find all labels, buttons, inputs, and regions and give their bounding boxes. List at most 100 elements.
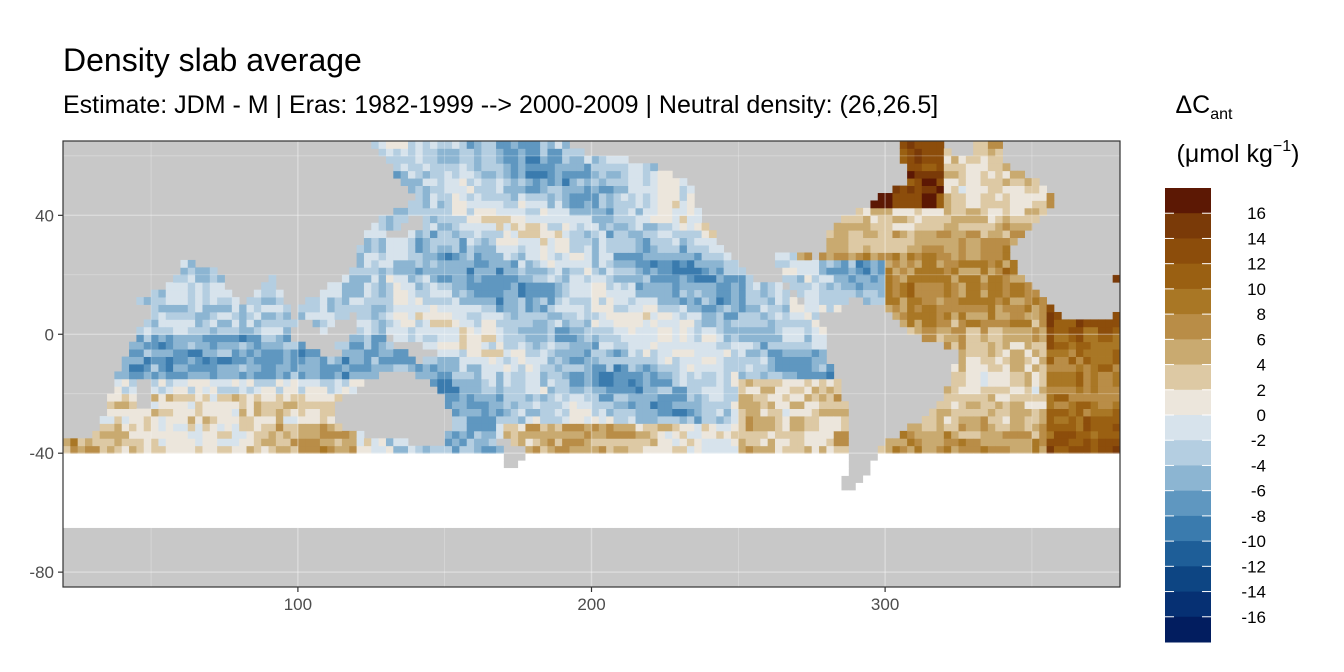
ocean-cell [554, 311, 563, 320]
ocean-cell [312, 475, 321, 484]
ocean-cell [1024, 393, 1033, 402]
ocean-cell [562, 141, 570, 149]
ocean-cell [407, 497, 416, 506]
ocean-cell [708, 282, 717, 291]
ocean-cell [672, 512, 680, 521]
ocean-cell [760, 364, 769, 372]
ocean-cell [261, 282, 269, 291]
ocean-cell [562, 185, 570, 194]
ocean-cell [775, 364, 783, 372]
ocean-cell [767, 386, 776, 395]
ocean-cell [422, 230, 431, 239]
ocean-cell [833, 490, 842, 499]
ocean-cell [929, 497, 937, 506]
ocean-cell [679, 178, 688, 186]
ocean-cell [1031, 505, 1040, 514]
ocean-cell [525, 222, 534, 231]
ocean-cell [312, 497, 321, 506]
ocean-cell [540, 237, 548, 246]
ocean-cell [430, 311, 438, 320]
ocean-cell [855, 512, 864, 521]
ocean-cell [936, 326, 945, 335]
ocean-cell [356, 319, 365, 328]
ocean-cell [606, 453, 614, 462]
ocean-cell [987, 430, 996, 439]
ocean-cell [180, 371, 189, 380]
ocean-cell [290, 445, 299, 454]
ocean-cell [591, 245, 600, 253]
ocean-cell [591, 408, 600, 417]
ocean-cell [430, 319, 438, 328]
ocean-cell [547, 297, 556, 305]
ocean-cell [657, 289, 666, 298]
ocean-cell [694, 497, 702, 506]
ocean-cell [1009, 349, 1018, 357]
ocean-cell [268, 505, 277, 514]
ocean-cell [151, 364, 159, 372]
ocean-cell [965, 520, 974, 528]
ocean-cell [452, 371, 460, 380]
ocean-cell [474, 438, 482, 447]
ocean-cell [804, 341, 813, 350]
ocean-cell [929, 505, 937, 514]
ocean-cell [929, 185, 937, 194]
ocean-cell [885, 438, 893, 447]
ocean-cell [518, 349, 526, 357]
ocean-cell [892, 215, 901, 224]
ocean-cell [745, 378, 754, 387]
ocean-cell [870, 252, 879, 261]
ocean-cell [496, 520, 504, 528]
ocean-cell [686, 311, 695, 320]
ocean-cell [1002, 401, 1011, 409]
ocean-cell [503, 230, 512, 239]
ocean-cell [481, 215, 490, 224]
ocean-cell [576, 267, 585, 276]
ocean-cell [892, 460, 901, 469]
ocean-cell [518, 185, 526, 194]
ocean-cell [459, 512, 468, 521]
ocean-cell [1031, 326, 1040, 335]
ocean-cell [532, 274, 541, 283]
ocean-cell [180, 401, 189, 409]
ocean-cell [283, 490, 291, 499]
ocean-cell [679, 259, 688, 268]
ocean-cell [496, 334, 504, 343]
ocean-cell [863, 259, 871, 268]
ocean-cell [202, 386, 211, 395]
ocean-cell [628, 200, 636, 209]
ocean-cell [921, 304, 930, 313]
ocean-cell [459, 215, 468, 224]
ocean-cell [158, 512, 167, 521]
ocean-cell [921, 155, 930, 164]
ocean-cell [598, 200, 607, 209]
ocean-cell [356, 304, 365, 313]
ocean-cell [686, 207, 695, 216]
ocean-cell [532, 215, 541, 224]
ocean-cell [863, 475, 871, 484]
ocean-cell [613, 438, 622, 447]
ocean-cell [1002, 193, 1011, 201]
ocean-cell [936, 334, 945, 343]
ocean-cell [650, 289, 658, 298]
ocean-cell [576, 482, 585, 491]
ocean-cell [415, 207, 424, 216]
ocean-cell [452, 453, 460, 462]
ocean-cell [195, 505, 203, 514]
ocean-cell [943, 259, 952, 268]
ocean-cell [870, 460, 879, 469]
ocean-cell [261, 334, 269, 343]
ocean-cell [334, 512, 343, 521]
ocean-cell [899, 200, 908, 209]
ocean-cell [224, 468, 233, 476]
ocean-cell [158, 423, 167, 432]
ocean-cell [407, 163, 416, 172]
ocean-cell [752, 423, 761, 432]
ocean-cell [312, 520, 321, 528]
ocean-cell [811, 512, 820, 521]
ocean-cell [797, 401, 805, 409]
ocean-cell [1002, 445, 1011, 454]
ocean-cell [246, 401, 255, 409]
ocean-cell [958, 230, 967, 239]
ocean-cell [99, 475, 108, 484]
ocean-cell [99, 482, 108, 491]
